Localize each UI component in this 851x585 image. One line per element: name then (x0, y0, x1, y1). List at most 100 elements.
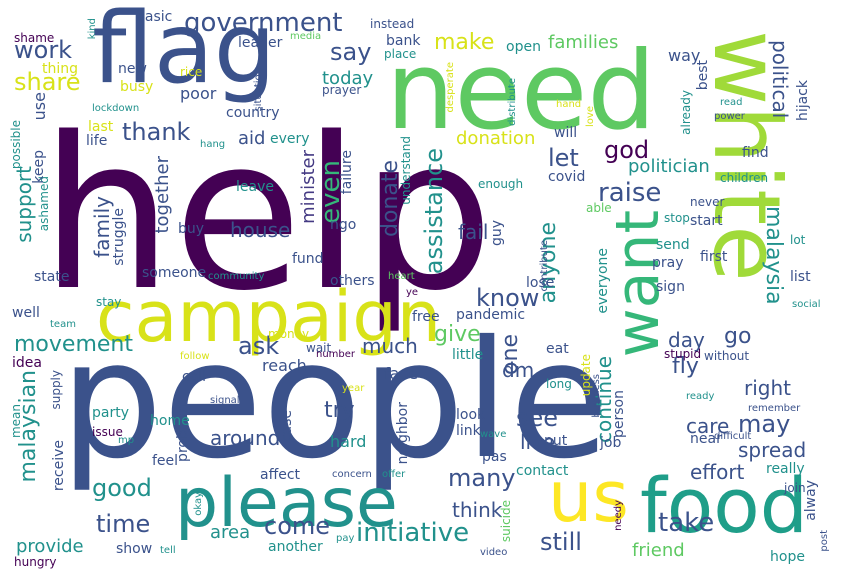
cloud-word: affect (260, 467, 301, 483)
cloud-word: supply (49, 370, 63, 410)
cloud-word: family (90, 196, 114, 258)
cloud-word: needy (613, 500, 624, 531)
cloud-word: assistance (420, 148, 448, 275)
cloud-word: difficult (714, 431, 752, 442)
cloud-word: home (150, 413, 190, 429)
cloud-word: many (448, 464, 516, 492)
cloud-word: live (520, 430, 556, 454)
cloud-word: poor (180, 84, 217, 103)
cloud-word: use (30, 92, 49, 121)
cloud-word: everyone (595, 248, 611, 314)
cloud-word: ready (686, 391, 715, 402)
cloud-word: wave (480, 429, 507, 440)
cloud-word: case (279, 410, 295, 443)
cloud-word: thing (42, 61, 79, 77)
cloud-word: fail (458, 220, 489, 244)
cloud-word: join (784, 481, 806, 495)
cloud-word: reach (262, 356, 307, 375)
cloud-word: initiative (356, 518, 470, 548)
cloud-word: keep (31, 150, 47, 184)
cloud-word: post (819, 530, 830, 552)
cloud-word: enough (478, 177, 524, 191)
cloud-word: little (452, 347, 484, 363)
cloud-word: update (579, 354, 593, 397)
cloud-word: minister (298, 150, 319, 224)
cloud-word: guy (489, 220, 505, 247)
cloud-word: take (658, 508, 715, 538)
cloud-word: work (14, 36, 73, 64)
cloud-word: call (182, 369, 207, 385)
cloud-word: think (452, 498, 503, 522)
cloud-word: alway (803, 480, 819, 521)
cloud-word: people (60, 307, 610, 495)
cloud-word: ashamed (37, 176, 51, 232)
cloud-word: wait (306, 341, 332, 355)
cloud-word: prayer (322, 83, 362, 97)
cloud-word: possible (9, 120, 23, 170)
cloud-word: power (714, 111, 745, 122)
cloud-word: children (720, 171, 769, 185)
cloud-word: social (792, 299, 821, 310)
cloud-word: failure (339, 150, 355, 195)
cloud-word: feel (152, 453, 179, 469)
cloud-word: another (268, 539, 323, 555)
cloud-word: rice (180, 65, 203, 79)
cloud-word: flag (92, 0, 276, 106)
cloud-word: others (330, 273, 375, 289)
cloud-word: receive (51, 440, 67, 492)
cloud-word: shame (14, 31, 55, 45)
cloud-word: team (50, 319, 76, 330)
cloud-word: life (86, 133, 108, 149)
cloud-word: together (152, 156, 173, 234)
cloud-word: contribute (539, 240, 550, 292)
cloud-word: us (548, 456, 629, 538)
cloud-word: hungry (14, 555, 57, 569)
cloud-word: today (322, 68, 374, 89)
cloud-word: party (92, 405, 129, 421)
cloud-word: neighbor (395, 402, 411, 465)
cloud-word: every (270, 131, 310, 147)
cloud-word: government (184, 8, 343, 38)
cloud-word: provide (16, 536, 84, 557)
cloud-word: business (591, 374, 602, 418)
cloud-word: give (434, 322, 481, 347)
cloud-word: able (586, 201, 612, 215)
cloud-word: last (88, 119, 114, 135)
cloud-word: see (516, 404, 559, 432)
cloud-word: need (386, 29, 656, 154)
cloud-word: distribute (507, 78, 518, 126)
cloud-word: money (268, 327, 310, 341)
cloud-word: politician (628, 156, 710, 177)
cloud-word: aid (238, 128, 266, 149)
cloud-word: malaysia (761, 206, 786, 305)
cloud-word: know (476, 284, 540, 312)
cloud-word: god (604, 136, 650, 164)
cloud-word: good (92, 474, 152, 502)
cloud-word: heart (388, 271, 415, 282)
cloud-word: mean (9, 404, 23, 439)
cloud-word: lockdown (92, 103, 140, 114)
cloud-word: send (656, 237, 690, 253)
cloud-word: right (744, 376, 791, 400)
cloud-word: kind (87, 18, 98, 40)
cloud-word: hang (200, 139, 226, 150)
cloud-word: ask (238, 332, 280, 360)
cloud-word: bank (386, 33, 421, 49)
cloud-word: donation (456, 128, 536, 149)
cloud-word: list (790, 269, 811, 285)
cloud-word: person (611, 390, 627, 438)
cloud-word: pay (336, 533, 355, 544)
cloud-word: political (768, 40, 792, 119)
cloud-word: well (12, 305, 40, 321)
cloud-word: put (544, 433, 568, 449)
cloud-word: situation (253, 68, 264, 112)
cloud-word: community (208, 271, 265, 282)
cloud-word: buy (178, 221, 205, 237)
cloud-word: read (720, 97, 743, 108)
cloud-word: hope (770, 549, 805, 565)
cloud-word: help (40, 92, 494, 337)
cloud-word: go (724, 324, 752, 349)
cloud-word: make (434, 30, 495, 55)
cloud-word: come (264, 512, 331, 540)
